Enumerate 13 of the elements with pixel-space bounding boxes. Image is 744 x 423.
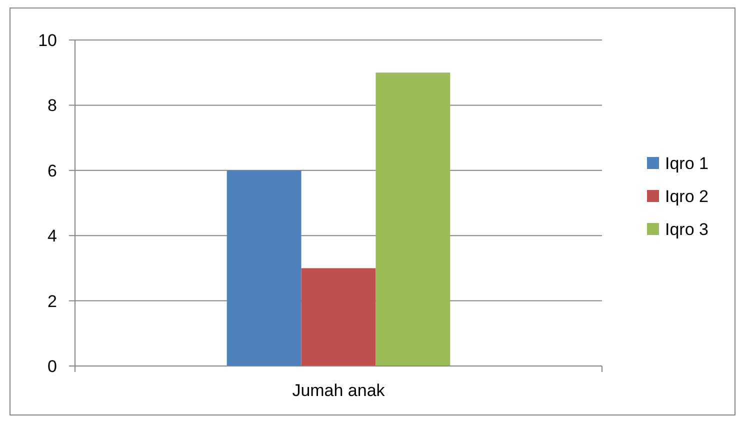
y-tick-label: 10 — [38, 30, 57, 50]
x-tick-label: Jumah anak — [292, 381, 386, 400]
y-tick-label: 6 — [48, 161, 57, 180]
legend-label: Iqro 3 — [665, 220, 708, 239]
bar — [301, 268, 376, 366]
y-tick-label: 8 — [48, 96, 57, 116]
legend-label: Iqro 1 — [665, 154, 708, 173]
y-tick-label: 2 — [48, 292, 57, 311]
bar — [376, 72, 450, 366]
legend-label: Iqro 2 — [665, 186, 708, 206]
bar — [226, 170, 302, 366]
y-tick-label: 0 — [48, 356, 57, 376]
y-tick-label: 4 — [48, 226, 57, 246]
